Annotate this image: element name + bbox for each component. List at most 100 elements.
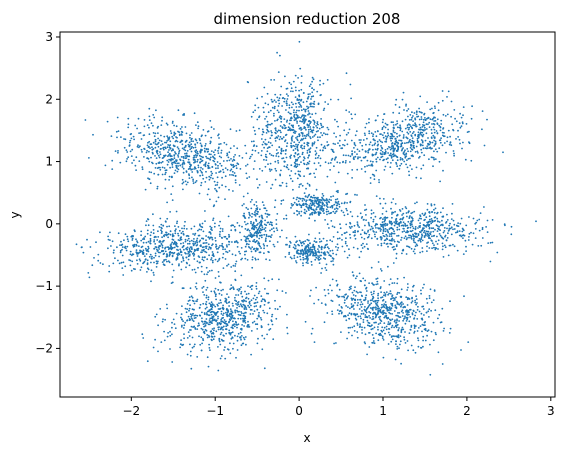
data-point [356, 247, 359, 250]
data-point [413, 210, 416, 213]
data-point [371, 324, 373, 327]
data-point [231, 241, 233, 243]
data-point [197, 255, 200, 257]
data-point [194, 150, 197, 153]
data-point [411, 139, 414, 142]
data-point [165, 234, 168, 237]
data-point [212, 255, 215, 258]
data-point [383, 280, 386, 282]
data-point [143, 255, 146, 257]
data-point [432, 299, 435, 301]
data-point [331, 204, 334, 207]
data-point [456, 249, 459, 252]
data-point [427, 310, 430, 313]
data-point [415, 145, 418, 148]
data-point [344, 299, 346, 302]
data-point [430, 203, 433, 206]
data-point [418, 217, 421, 220]
data-point [262, 309, 265, 312]
data-point [303, 121, 306, 124]
data-point [134, 230, 136, 233]
data-point [306, 196, 309, 199]
data-point [393, 239, 395, 241]
data-point [217, 164, 219, 167]
data-point [289, 155, 291, 158]
data-point [197, 127, 200, 130]
data-point [313, 254, 316, 257]
data-point [368, 121, 370, 124]
data-point [300, 116, 302, 119]
data-point [296, 252, 298, 255]
data-point [400, 162, 403, 165]
data-point [187, 331, 190, 333]
data-point [250, 304, 252, 307]
data-point [318, 203, 320, 206]
data-point [343, 129, 346, 132]
data-point [220, 289, 223, 292]
data-point [208, 302, 211, 305]
data-point [372, 309, 374, 311]
data-point [188, 174, 191, 177]
data-point [432, 117, 434, 120]
data-point [367, 302, 369, 304]
data-point [295, 111, 297, 114]
data-point [380, 236, 382, 238]
data-point [152, 132, 155, 134]
data-point [361, 303, 364, 306]
data-point [413, 235, 416, 238]
data-point [267, 163, 269, 166]
data-point [267, 111, 270, 114]
data-point [220, 152, 223, 154]
data-point [304, 252, 307, 254]
data-point [353, 147, 355, 149]
data-point [389, 318, 391, 321]
data-point [207, 314, 210, 317]
data-point [138, 245, 140, 248]
data-point [206, 356, 209, 359]
data-point [338, 288, 341, 291]
data-point [234, 311, 237, 314]
data-point [386, 161, 389, 164]
data-point [440, 119, 443, 122]
data-point [191, 314, 193, 317]
data-point [420, 151, 423, 154]
data-point [410, 154, 413, 157]
data-point [216, 260, 219, 263]
data-point [89, 246, 92, 248]
data-point [200, 270, 203, 273]
data-point [235, 294, 237, 296]
data-point [146, 249, 149, 251]
data-point [310, 121, 312, 123]
data-point [441, 219, 443, 222]
data-point [244, 228, 247, 230]
data-point [277, 99, 280, 102]
data-point [434, 309, 437, 312]
data-point [407, 220, 410, 223]
data-point [307, 208, 310, 210]
data-point [135, 238, 137, 241]
data-point [401, 98, 404, 101]
data-point [377, 305, 379, 308]
data-point [145, 241, 148, 244]
data-point [193, 112, 196, 115]
data-point [203, 330, 206, 333]
data-point [300, 161, 302, 164]
data-point [385, 233, 388, 236]
data-point [325, 269, 328, 271]
data-point [263, 223, 266, 226]
data-point [425, 132, 428, 135]
data-point [406, 215, 408, 218]
data-point [235, 240, 238, 242]
data-point [155, 162, 158, 165]
data-point [181, 143, 184, 146]
data-point [379, 223, 382, 226]
data-point [403, 318, 405, 320]
data-point [420, 238, 423, 240]
data-point [171, 241, 174, 244]
data-point [301, 135, 304, 137]
data-point [117, 259, 119, 262]
data-point [104, 164, 107, 167]
data-point [418, 231, 421, 233]
data-point [187, 252, 190, 255]
data-point [201, 342, 204, 345]
